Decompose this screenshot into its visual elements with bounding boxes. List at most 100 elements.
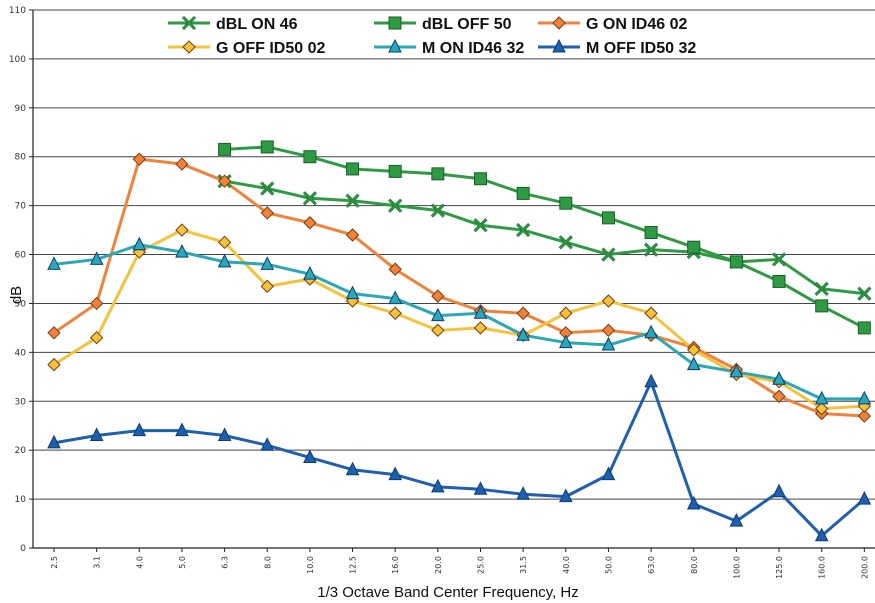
data-point	[175, 157, 189, 171]
data-point	[388, 198, 403, 213]
data-point	[217, 174, 232, 188]
data-point	[47, 434, 61, 449]
x-tick-label: 5.0	[178, 556, 187, 569]
y-tick-label: 30	[15, 397, 27, 407]
x-tick-label: 125.0	[775, 556, 784, 579]
data-point	[686, 356, 701, 371]
data-point	[558, 488, 573, 503]
x-tick-label: 31.5	[519, 556, 528, 574]
series-line	[224, 145, 866, 330]
legend-item: dBL OFF 50	[374, 16, 512, 33]
data-point-stroke	[644, 243, 658, 257]
data-point	[729, 255, 743, 269]
data-point	[132, 236, 147, 251]
data-point	[771, 252, 787, 267]
data-point	[729, 363, 744, 378]
data-point-stroke	[601, 247, 616, 262]
data-point	[47, 326, 61, 340]
data-point-stroke	[857, 287, 871, 301]
data-point	[857, 490, 872, 505]
data-point	[431, 478, 445, 493]
y-tick-label: 50	[15, 299, 27, 309]
legend-item: M ON ID46 32	[374, 38, 524, 57]
data-point	[217, 427, 232, 442]
data-point	[217, 235, 232, 250]
data-point	[601, 466, 616, 481]
data-point	[260, 181, 275, 196]
legend-item: M OFF ID50 32	[538, 38, 696, 57]
data-point	[431, 307, 445, 322]
x-tick-label: 8.0	[263, 556, 272, 569]
data-point	[431, 167, 445, 181]
data-point	[857, 390, 872, 405]
x-tick-label: 50.0	[604, 556, 613, 574]
data-point-stroke	[388, 199, 402, 213]
data-point	[687, 343, 701, 357]
data-point	[814, 401, 829, 416]
series-line	[53, 243, 865, 401]
data-point-stroke	[559, 235, 573, 249]
y-tick-label: 90	[15, 104, 27, 114]
x-tick-label: 10.0	[306, 556, 315, 574]
data-point	[473, 321, 488, 335]
data-point	[644, 306, 658, 320]
data-point	[772, 483, 786, 498]
gridlines	[29, 9, 875, 552]
data-point	[552, 16, 566, 30]
data-point	[388, 164, 402, 178]
y-tick-label: 10	[15, 495, 27, 505]
y-tick-label: 40	[15, 348, 27, 358]
series-line	[224, 179, 865, 296]
x-tick-label: 16.0	[391, 556, 400, 574]
data-point	[303, 265, 317, 280]
data-point	[218, 142, 232, 156]
data-point	[388, 262, 402, 276]
data-point	[260, 256, 275, 270]
data-point	[345, 285, 360, 300]
x-tick-labels: 2.5 3.1 4.0 5.0 6.3 8.0 10.0 12.5 16.0 20.0 25.0 31…	[50, 556, 869, 579]
data-point	[814, 281, 829, 296]
data-point	[302, 191, 317, 206]
data-point	[89, 296, 104, 311]
data-point	[516, 223, 531, 238]
data-point	[303, 449, 317, 464]
data-point	[772, 274, 786, 288]
data-point	[601, 323, 616, 338]
data-point	[132, 422, 147, 437]
data-point	[345, 193, 360, 208]
data-point	[473, 305, 488, 319]
data-point	[260, 437, 275, 451]
data-point	[644, 226, 658, 240]
y-tick-label: 100	[9, 55, 26, 65]
data-point	[388, 466, 403, 481]
data-point	[175, 243, 189, 258]
data-point	[857, 409, 872, 423]
y-tick-label: 70	[15, 202, 27, 212]
data-point	[814, 527, 829, 542]
x-tick-label: 12.5	[349, 556, 358, 574]
data-point-stroke	[473, 218, 488, 232]
data-point	[260, 140, 274, 154]
legend-label: G ON ID46 02	[586, 16, 687, 33]
legend-item: G OFF ID50 02	[168, 40, 325, 57]
data-point	[516, 306, 530, 320]
data-point	[473, 481, 488, 495]
legend-item: dBL ON 46	[168, 15, 298, 33]
data-point	[558, 235, 573, 250]
data-point	[132, 152, 147, 166]
series-line	[53, 380, 866, 538]
x-tick-label: 63.0	[647, 556, 656, 574]
data-point	[388, 16, 402, 30]
data-point	[303, 150, 317, 164]
legend-label: dBL ON 46	[216, 16, 298, 33]
data-point	[516, 327, 530, 341]
data-point-stroke	[431, 203, 445, 218]
data-point	[430, 203, 445, 218]
data-point-stroke	[815, 282, 829, 296]
legend-label: M OFF ID50 32	[586, 40, 696, 57]
data-point	[47, 256, 61, 270]
x-tick-label: 160.0	[818, 556, 827, 579]
x-axis-title: 1/3 Octave Band Center Frequency, Hz	[317, 584, 579, 601]
data-point	[516, 186, 530, 200]
x-tick-label: 25.0	[477, 556, 486, 574]
